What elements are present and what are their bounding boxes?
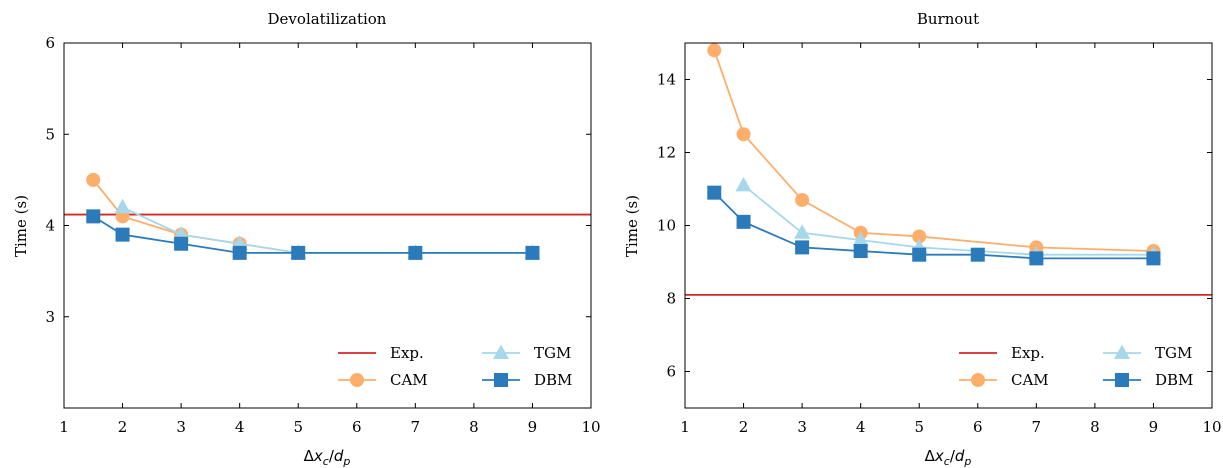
- legend-item-tgm: TGM: [482, 344, 571, 362]
- y-tick-label: 8: [666, 290, 676, 308]
- data-point: [86, 172, 101, 187]
- legend-item-dbm: DBM: [1103, 371, 1193, 389]
- legend-item-dbm: DBM: [482, 371, 572, 389]
- chart-title: Burnout: [917, 10, 979, 28]
- series-line: [92, 215, 533, 254]
- x-tick-label: 6: [973, 418, 983, 436]
- x-tick-label: 2: [118, 418, 128, 436]
- data-point: [408, 245, 423, 260]
- y-tick-label: 4: [45, 217, 55, 235]
- data-point: [852, 231, 869, 247]
- legend-marker: [971, 373, 985, 387]
- data-point: [174, 236, 189, 251]
- legend: Exp. CAM TGM DBM: [959, 344, 1193, 389]
- legend-marker: [1115, 373, 1129, 387]
- x-tick-label: 3: [797, 418, 807, 436]
- data-point: [86, 209, 101, 224]
- series-line: [713, 192, 1154, 260]
- chart-title: Devolatilization: [268, 10, 387, 28]
- x-tick-label: 8: [469, 418, 479, 436]
- x-tick-label: 5: [293, 418, 303, 436]
- legend-label: Exp.: [1011, 344, 1045, 362]
- y-tick-label: 3: [45, 308, 55, 326]
- data-point: [525, 245, 540, 260]
- series-dbm: [707, 185, 1161, 266]
- x-tick-label: 4: [235, 418, 245, 436]
- data-point: [1146, 251, 1161, 266]
- data-point: [291, 245, 306, 260]
- legend-marker: [493, 344, 509, 359]
- legend-item-exp: Exp.: [338, 344, 424, 362]
- data-point: [794, 224, 811, 239]
- legend-item-tgm: TGM: [1103, 344, 1192, 362]
- y-tick-label: 5: [45, 125, 55, 143]
- x-tick-label: 7: [1032, 418, 1042, 436]
- x-tick-label: 2: [739, 418, 749, 436]
- legend-label: TGM: [534, 344, 571, 362]
- legend: Exp. CAM TGM DBM: [338, 344, 572, 389]
- plot-area: 1 2 3 4 5 6 7 8 9 10 3 4 5 6: [45, 34, 600, 436]
- x-tick-label: 8: [1090, 418, 1100, 436]
- data-point: [707, 185, 722, 200]
- legend-label: DBM: [534, 371, 572, 389]
- data-point: [736, 214, 751, 229]
- y-tick-label: 6: [45, 34, 55, 52]
- series-line: [742, 184, 1154, 256]
- legend-item-exp: Exp.: [959, 344, 1045, 362]
- series-cam: [707, 43, 1161, 259]
- data-point: [232, 245, 247, 260]
- y-tick-label: 14: [657, 71, 676, 89]
- x-tick-label: 3: [176, 418, 186, 436]
- y-axis-label: Time (s): [623, 195, 641, 257]
- y-tick-label: 6: [666, 363, 676, 381]
- y-axis-label: Time (s): [12, 195, 30, 257]
- y-tick-label: 12: [657, 144, 676, 162]
- data-point: [912, 247, 927, 262]
- x-tick-label: 10: [1202, 418, 1221, 436]
- data-point: [795, 192, 810, 207]
- x-tick-label: 7: [411, 418, 421, 436]
- y-tick-label: 10: [657, 217, 676, 235]
- burnout-panel: Burnout Time (s) Δxc/dp 1 2 3 4 5 6 7 8 9 1068101…: [623, 10, 1222, 468]
- x-tick-label: 1: [680, 418, 690, 436]
- series-line: [713, 50, 1154, 252]
- x-tick-label: 10: [581, 418, 600, 436]
- legend-label: CAM: [1011, 371, 1049, 389]
- legend-marker: [1114, 344, 1130, 359]
- legend-label: DBM: [1155, 371, 1193, 389]
- devolatilization-panel: Devolatilization Time (s) Δxc/dp 1 2 3 4 5 6 7…: [12, 10, 601, 468]
- x-axis-label: Δxc/dp: [304, 447, 351, 468]
- legend-label: Exp.: [390, 344, 424, 362]
- legend-label: TGM: [1155, 344, 1192, 362]
- data-point: [912, 229, 927, 244]
- x-tick-label: 9: [1149, 418, 1159, 436]
- data-point: [115, 227, 130, 242]
- data-point: [735, 176, 752, 192]
- x-axis-label: Δxc/dp: [925, 447, 972, 468]
- data-point: [707, 43, 722, 58]
- legend-marker: [350, 373, 364, 387]
- legend-label: CAM: [390, 371, 428, 389]
- x-tick-label: 9: [528, 418, 538, 436]
- legend-marker: [494, 373, 508, 387]
- data-point: [114, 198, 131, 214]
- data-point: [970, 247, 985, 262]
- data-point: [1029, 251, 1044, 266]
- x-tick-label: 5: [914, 418, 924, 436]
- series-dbm: [86, 209, 540, 260]
- x-tick-label: 1: [59, 418, 69, 436]
- data-point: [795, 240, 810, 255]
- data-point: [736, 127, 751, 142]
- legend-item-cam: CAM: [959, 371, 1049, 389]
- x-tick-label: 6: [352, 418, 362, 436]
- legend-item-cam: CAM: [338, 371, 428, 389]
- x-tick-label: 4: [856, 418, 866, 436]
- data-point: [853, 244, 868, 259]
